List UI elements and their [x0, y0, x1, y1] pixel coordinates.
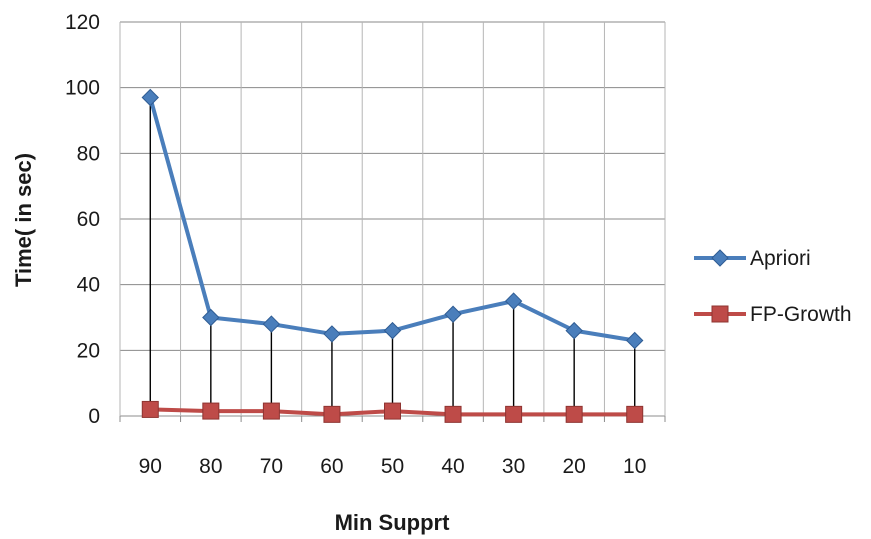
x-tick-label: 30 [502, 455, 525, 478]
square-point [565, 405, 583, 423]
legend: Apriori FP-Growth [694, 247, 852, 326]
plot-area [119, 21, 666, 422]
square-point [384, 402, 401, 420]
x-tick-label: 90 [139, 455, 162, 478]
drop-lines [149, 97, 636, 416]
x-tick-label: 50 [381, 455, 404, 478]
x-tick-label: 20 [562, 455, 585, 478]
diamond-point [323, 325, 341, 343]
square-point [444, 405, 462, 423]
legend-label: Apriori [750, 247, 811, 270]
x-tick-label: 70 [260, 455, 283, 478]
diamond-point [383, 321, 402, 340]
diamond-point [202, 308, 220, 327]
square-point [626, 405, 644, 423]
y-tick-label: 80 [77, 142, 100, 165]
y-tick-label: 120 [65, 11, 100, 34]
series-layer [141, 88, 644, 423]
series-fp-growth [141, 400, 644, 423]
x-axis-title: Min Supprt [335, 510, 451, 535]
diamond-point [444, 305, 462, 323]
diamond-point [565, 321, 583, 340]
y-tick-label: 20 [77, 339, 100, 362]
x-tick-label: 80 [199, 455, 222, 478]
legend-label: FP-Growth [750, 303, 852, 326]
y-tick-label: 40 [77, 274, 100, 297]
x-tick-label: 10 [623, 455, 646, 478]
diamond-point [504, 292, 523, 310]
diamond-point [262, 315, 281, 333]
y-tick-label: 60 [77, 208, 100, 231]
diamond-point [626, 331, 644, 350]
legend-item: Apriori [694, 247, 811, 270]
legend-item: FP-Growth [694, 303, 852, 326]
x-tick-label: 40 [441, 455, 464, 478]
square-point [262, 402, 280, 420]
series-apriori [141, 88, 644, 350]
diamond-point [141, 88, 159, 107]
square-point [323, 405, 341, 423]
x-axis-tick-labels: 90 80 70 60 50 40 30 20 10 [139, 455, 647, 478]
square-point [505, 405, 523, 423]
y-axis-tick-labels: 0 20 40 60 80 100 120 [65, 11, 100, 428]
y-tick-label: 100 [65, 77, 100, 100]
legend-swatch-marker [711, 249, 729, 267]
x-tick-label: 60 [320, 455, 343, 478]
square-point [141, 400, 159, 418]
y-axis-title: Time( in sec) [11, 153, 36, 287]
square-point [202, 402, 220, 420]
legend-swatch-marker [711, 305, 729, 323]
y-tick-label: 0 [88, 405, 100, 428]
